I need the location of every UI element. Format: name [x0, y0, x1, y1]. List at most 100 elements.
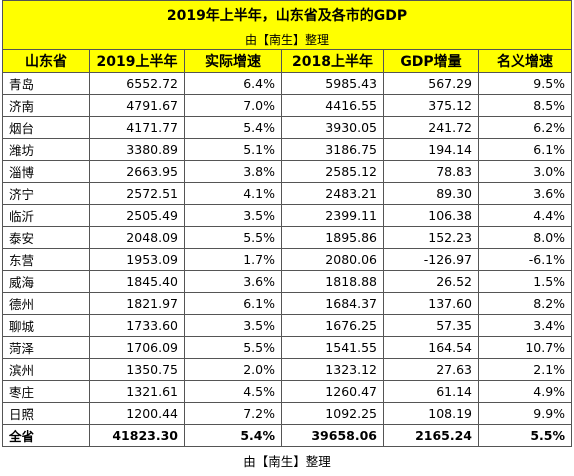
- cell: 5985.43: [281, 72, 384, 95]
- total-cell: 41823.30: [89, 424, 185, 447]
- cell: 2399.11: [281, 204, 384, 227]
- table-row: 济南 4791.67 7.0% 4416.55 375.12 8.5%: [2, 94, 573, 117]
- cell: 27.63: [383, 358, 479, 381]
- row-label: 滨州: [2, 358, 90, 381]
- cell: 6.1%: [477, 138, 573, 161]
- row-label: 山东省: [2, 49, 90, 73]
- cell: 2.1%: [477, 358, 573, 381]
- cell: 9.5%: [477, 72, 573, 95]
- cell: 2048.09: [89, 226, 185, 249]
- cell: 6.2%: [477, 116, 573, 139]
- cell: 9.9%: [477, 402, 573, 425]
- table-row: 青岛 6552.72 6.4% 5985.43 567.29 9.5%: [2, 72, 573, 95]
- cell: 2663.95: [89, 160, 185, 183]
- table-row: 泰安 2048.09 5.5% 1895.86 152.23 8.0%: [2, 226, 573, 249]
- header-cell: GDP增量: [383, 49, 479, 73]
- row-label: 临沂: [2, 204, 90, 227]
- total-cell: 5.5%: [477, 424, 573, 447]
- cell: 8.0%: [477, 226, 573, 249]
- table-row: 菏泽 1706.09 5.5% 1541.55 164.54 10.7%: [2, 336, 573, 359]
- cell: 1350.75: [89, 358, 185, 381]
- cell: 57.35: [383, 314, 479, 337]
- title: 2019年上半年，山东省及各市的GDP: [1, 0, 573, 29]
- cell: 1676.25: [281, 314, 384, 337]
- table-row: 淄博 2663.95 3.8% 2585.12 78.83 3.0%: [2, 160, 573, 183]
- cell: 4.9%: [477, 380, 573, 403]
- header-cell: 2018上半年: [281, 49, 384, 73]
- table-row: 聊城 1733.60 3.5% 1676.25 57.35 3.4%: [2, 314, 573, 337]
- cell: 1200.44: [89, 402, 185, 425]
- footer-row: 由【南生】整理: [3, 447, 572, 474]
- cell: 5.5%: [184, 336, 282, 359]
- cell: 3380.89: [89, 138, 185, 161]
- cell: 2080.06: [281, 248, 384, 271]
- cell: 1895.86: [281, 226, 384, 249]
- row-label: 泰安: [2, 226, 90, 249]
- cell: 3.4%: [477, 314, 573, 337]
- cell: 78.83: [383, 160, 479, 183]
- cell: 7.2%: [184, 402, 282, 425]
- row-label: 德州: [2, 292, 90, 315]
- cell: 6.1%: [184, 292, 282, 315]
- cell: 152.23: [383, 226, 479, 249]
- cell: 3.0%: [477, 160, 573, 183]
- cell: 3930.05: [281, 116, 384, 139]
- cell: 1733.60: [89, 314, 185, 337]
- total-cell: 5.4%: [184, 424, 282, 447]
- cell: 5.1%: [184, 138, 282, 161]
- cell: 6.4%: [184, 72, 282, 95]
- table-row: 日照 1200.44 7.2% 1092.25 108.19 9.9%: [2, 402, 573, 425]
- cell: 241.72: [383, 116, 479, 139]
- row-label: 烟台: [2, 116, 90, 139]
- cell: 2585.12: [281, 160, 384, 183]
- row-label: 东营: [2, 248, 90, 271]
- table-row: 枣庄 1321.61 4.5% 1260.47 61.14 4.9%: [2, 380, 573, 403]
- cell: 4.4%: [477, 204, 573, 227]
- cell: 1323.12: [281, 358, 384, 381]
- cell: 2483.21: [281, 182, 384, 205]
- cell: 3.8%: [184, 160, 282, 183]
- cell: 4.5%: [184, 380, 282, 403]
- table-row: 全省 41823.30 5.4% 39658.06 2165.24 5.5%: [2, 424, 573, 447]
- cell: 567.29: [383, 72, 479, 95]
- cell: 7.0%: [184, 94, 282, 117]
- cell: 1.5%: [477, 270, 573, 293]
- cell: 2572.51: [89, 182, 185, 205]
- cell: 1321.61: [89, 380, 185, 403]
- cell: 1818.88: [281, 270, 384, 293]
- header-cell: 2019上半年: [89, 49, 185, 73]
- cell: 10.7%: [477, 336, 573, 359]
- cell: 194.14: [383, 138, 479, 161]
- table-row: 德州 1821.97 6.1% 1684.37 137.60 8.2%: [2, 292, 573, 315]
- cell: 3.5%: [184, 204, 282, 227]
- cell: 89.30: [383, 182, 479, 205]
- row-label: 日照: [2, 402, 90, 425]
- cell: 6552.72: [89, 72, 185, 95]
- cell: 1092.25: [281, 402, 384, 425]
- row-label: 青岛: [2, 72, 90, 95]
- cell: 3.6%: [477, 182, 573, 205]
- table-row: 滨州 1350.75 2.0% 1323.12 27.63 2.1%: [2, 358, 573, 381]
- cell: 26.52: [383, 270, 479, 293]
- cell: 8.5%: [477, 94, 573, 117]
- row-label: 济南: [2, 94, 90, 117]
- subtitle: 由【南生】整理: [1, 29, 573, 50]
- cell: 3186.75: [281, 138, 384, 161]
- cell: 1.7%: [184, 248, 282, 271]
- cell: 8.2%: [477, 292, 573, 315]
- cell: 1260.47: [281, 380, 384, 403]
- row-label: 全省: [2, 424, 90, 447]
- table-row: 东营 1953.09 1.7% 2080.06 -126.97 -6.1%: [2, 248, 573, 271]
- table-row: 潍坊 3380.89 5.1% 3186.75 194.14 6.1%: [2, 138, 573, 161]
- cell: 164.54: [383, 336, 479, 359]
- row-label: 菏泽: [2, 336, 90, 359]
- row-label: 枣庄: [2, 380, 90, 403]
- cell: 5.5%: [184, 226, 282, 249]
- cell: 3.6%: [184, 270, 282, 293]
- cell: 1953.09: [89, 248, 185, 271]
- cell: 4.1%: [184, 182, 282, 205]
- table-row: 济宁 2572.51 4.1% 2483.21 89.30 3.6%: [2, 182, 573, 205]
- table-row: 威海 1845.40 3.6% 1818.88 26.52 1.5%: [2, 270, 573, 293]
- cell: 4791.67: [89, 94, 185, 117]
